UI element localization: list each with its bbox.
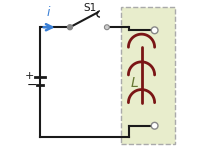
Text: i: i xyxy=(46,6,50,19)
Text: L: L xyxy=(130,76,138,90)
Circle shape xyxy=(150,27,157,34)
Text: +: + xyxy=(25,71,34,82)
Circle shape xyxy=(150,122,157,129)
FancyBboxPatch shape xyxy=(120,7,175,144)
Text: S1: S1 xyxy=(83,3,96,13)
Text: −: − xyxy=(26,79,37,92)
Circle shape xyxy=(104,25,109,30)
Circle shape xyxy=(67,25,72,30)
